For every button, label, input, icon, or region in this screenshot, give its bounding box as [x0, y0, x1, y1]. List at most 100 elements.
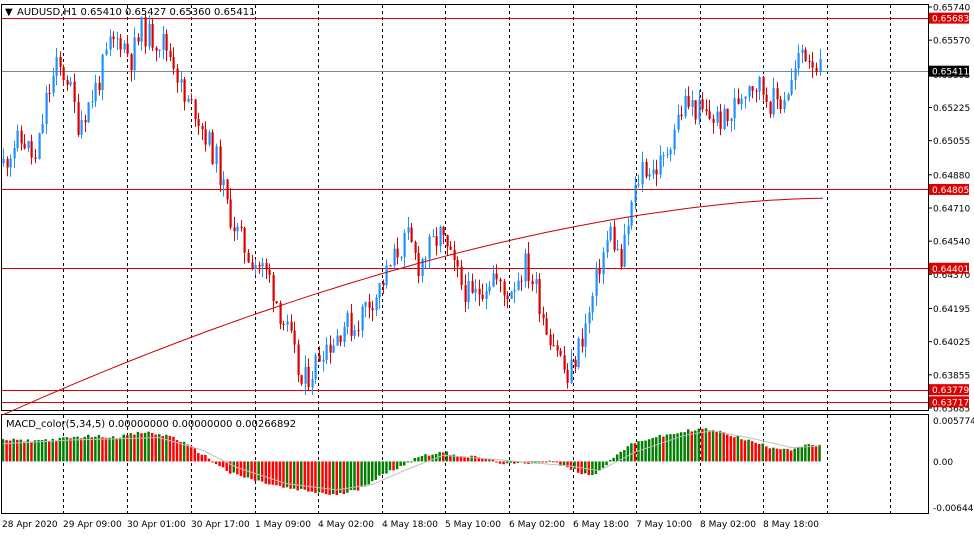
y-tick-label: 0.65740: [933, 4, 970, 14]
candle-body: [677, 114, 680, 130]
x-tick-label: 4 May 18:00: [382, 520, 438, 530]
candle-body: [439, 226, 442, 246]
candle-body: [254, 264, 257, 269]
macd-histogram-bar: [108, 437, 111, 462]
candle-body: [169, 50, 172, 58]
candle-body: [737, 98, 740, 104]
macd-histogram-bar: [58, 437, 62, 462]
candle-body: [126, 43, 129, 55]
macd-histogram-bar: [473, 455, 477, 462]
candle-body: [790, 80, 793, 95]
macd-histogram-bar: [126, 435, 129, 462]
macd-histogram-bar: [12, 438, 15, 462]
macd-histogram-bar: [491, 458, 495, 462]
macd-histogram-bar: [644, 440, 647, 462]
macd-histogram-bar: [289, 461, 292, 489]
candle-body: [627, 225, 630, 235]
candle-body: [432, 236, 435, 238]
candle-body: [77, 102, 80, 135]
x-tick-label: 4 May 02:00: [318, 520, 374, 530]
candle-body: [520, 280, 523, 282]
macd-histogram-bar: [47, 440, 51, 462]
level-price-tag-label: 0.64401: [932, 265, 969, 275]
macd-histogram-bar: [229, 461, 232, 474]
macd-histogram-bar: [694, 430, 697, 462]
candle-body: [424, 258, 427, 260]
candle-body: [215, 146, 218, 164]
candle-body: [144, 17, 147, 47]
macd-histogram-bar: [97, 435, 101, 462]
macd-histogram-bar: [321, 461, 324, 493]
candle-body: [105, 49, 108, 55]
candle-body: [449, 246, 452, 250]
candle-body: [87, 102, 90, 123]
candle-body: [531, 280, 534, 285]
candle-body: [691, 100, 694, 107]
candle-body: [236, 226, 239, 232]
macd-pane[interactable]: [1, 414, 929, 514]
macd-histogram-bar: [90, 437, 94, 462]
candle-body: [30, 141, 33, 158]
candle-body: [662, 155, 665, 157]
macd-histogram-bar: [324, 461, 328, 495]
macd-histogram-bar: [186, 444, 189, 462]
candle-body: [158, 49, 161, 51]
candle-body: [222, 179, 225, 186]
x-tick-label: 6 May 18:00: [573, 520, 629, 530]
macd-histogram-bar: [591, 461, 594, 476]
macd-histogram-bar: [676, 433, 679, 462]
macd-histogram-bar: [339, 461, 342, 493]
candle-body: [48, 92, 51, 94]
candle-body: [535, 279, 538, 285]
candle-body: [20, 130, 23, 144]
macd-histogram-bar: [598, 461, 601, 471]
macd-histogram-bar: [101, 437, 104, 462]
candlestick-series: [2, 12, 822, 396]
candle-body: [197, 119, 200, 126]
candle-body: [733, 98, 736, 119]
macd-histogram-bar: [197, 452, 200, 462]
macd-histogram-bar: [495, 461, 498, 463]
candle-body: [194, 99, 197, 120]
macd-histogram-bar: [505, 461, 509, 464]
price-tags: 0.65683 0.64805 0.64401 0.63779 0.63717 0.654…: [929, 12, 969, 408]
macd-histogram-bar: [612, 457, 615, 462]
macd-histogram-bar: [726, 434, 729, 462]
candle-body: [350, 312, 353, 336]
macd-histogram-bar: [481, 458, 484, 462]
macd-histogram-bar: [708, 430, 711, 462]
macd-histogram-bar: [807, 444, 811, 462]
candle-body: [481, 294, 484, 299]
candle-body: [591, 295, 594, 313]
macd-histogram-bar: [23, 441, 26, 462]
candle-body: [517, 280, 520, 290]
candle-body: [407, 227, 410, 233]
collapse-arrow-icon[interactable]: ▼: [5, 7, 13, 18]
candle-body: [723, 108, 726, 130]
macd-histogram-bar: [257, 461, 260, 481]
macd-histogram-bar: [211, 461, 214, 463]
candle-body: [609, 226, 612, 241]
macd-histogram-bar: [623, 450, 626, 462]
candle-body: [151, 23, 154, 48]
main-price-pane[interactable]: [1, 4, 929, 411]
macd-histogram-bar: [363, 461, 367, 487]
moving-average-line: [2, 197, 824, 416]
candle-body: [204, 129, 207, 145]
candle-body: [116, 38, 119, 40]
candle-body: [307, 366, 310, 388]
candle-body: [94, 82, 97, 102]
macd-histogram-bar: [62, 437, 65, 462]
macd-histogram-bar: [452, 454, 456, 462]
macd-histogram-bar: [608, 459, 612, 462]
macd-histogram-bar: [83, 436, 86, 462]
candle-body: [385, 265, 388, 286]
candle-body: [641, 162, 644, 185]
macd-histogram-bar: [743, 440, 747, 462]
macd-histogram-bar: [296, 461, 299, 491]
candle-body: [109, 36, 112, 50]
candle-body: [123, 43, 126, 50]
candle-body: [751, 86, 754, 91]
candle-body: [101, 54, 104, 91]
